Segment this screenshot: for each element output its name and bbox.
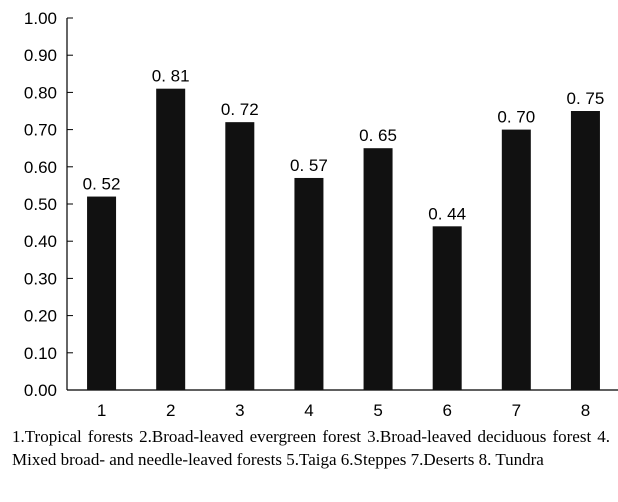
bar	[87, 196, 117, 390]
data-label: 0. 75	[567, 89, 605, 108]
y-tick-label: 0.80	[24, 83, 57, 102]
x-tick-label: 4	[304, 401, 313, 420]
y-tick-label: 0.00	[24, 381, 57, 400]
value-labels: 0. 52 0. 81 0. 72 0. 57 0. 65 0. 44 0. 70 0. 75	[83, 67, 605, 224]
x-tick-label: 1	[97, 401, 106, 420]
y-tick-label: 0.10	[24, 344, 57, 363]
bar	[225, 122, 255, 390]
y-axis: 0.00 0.10 0.20 0.30 0.40 0.50 0.60 0.70 0.80 0.90…	[24, 9, 73, 400]
bar	[363, 148, 393, 390]
y-tick-label: 0.70	[24, 121, 57, 140]
y-tick-label: 0.30	[24, 269, 57, 288]
y-tick-label: 1.00	[24, 9, 57, 28]
data-label: 0. 72	[221, 100, 259, 119]
data-label: 0. 65	[359, 126, 397, 145]
x-tick-label: 8	[581, 401, 590, 420]
y-tick-label: 0.20	[24, 307, 57, 326]
data-label: 0. 52	[83, 175, 121, 194]
y-tick-label: 0.40	[24, 232, 57, 251]
y-tick-label: 0.50	[24, 195, 57, 214]
y-tick-label: 0.90	[24, 46, 57, 65]
y-tick-label: 0.60	[24, 158, 57, 177]
x-axis: 1 2 3 4 5 6 7 8	[67, 389, 618, 420]
bar	[156, 88, 186, 391]
x-tick-label: 6	[442, 401, 451, 420]
bar	[432, 226, 462, 390]
data-label: 0. 57	[290, 156, 328, 175]
data-label: 0. 81	[152, 67, 190, 86]
x-tick-label: 2	[166, 401, 175, 420]
bar-chart: 0.00 0.10 0.20 0.30 0.40 0.50 0.60 0.70 0.80 0.90…	[24, 9, 618, 420]
bar	[501, 129, 531, 390]
x-tick-label: 3	[235, 401, 244, 420]
bar	[570, 111, 600, 390]
x-tick-label: 5	[373, 401, 382, 420]
bars	[87, 88, 600, 391]
data-label: 0. 44	[428, 204, 466, 223]
x-tick-label: 7	[512, 401, 521, 420]
bar	[294, 177, 324, 390]
data-label: 0. 70	[497, 108, 535, 127]
figure-caption: 1.Tropical forests 2.Broad-leaved evergr…	[12, 427, 610, 469]
